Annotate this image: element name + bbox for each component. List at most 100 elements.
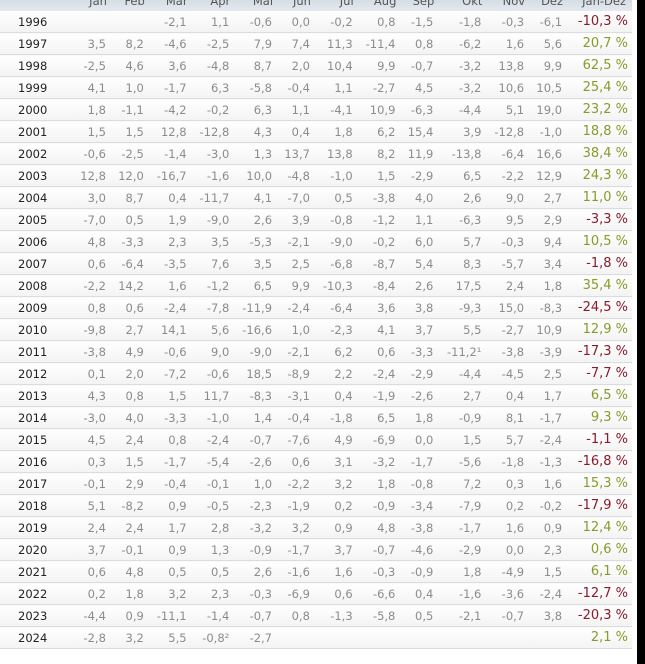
month-value-cell: 6,5 bbox=[440, 164, 489, 187]
month-value-cell: 0,6 bbox=[75, 560, 113, 583]
month-value-cell: -6,9 bbox=[359, 428, 403, 451]
month-value-cell: 7,2 bbox=[440, 472, 489, 495]
annual-total-cell: 24,3 % bbox=[569, 164, 632, 187]
month-value-cell: 12,8 bbox=[75, 164, 113, 187]
month-value-cell: 2,2 bbox=[316, 362, 360, 385]
month-value-cell: 3,8 bbox=[402, 296, 441, 319]
month-value-cell: 1,0 bbox=[112, 76, 151, 99]
month-value-cell: 1,1 bbox=[193, 11, 237, 33]
month-value-cell: 2,6 bbox=[402, 274, 441, 297]
year-cell: 2011 bbox=[0, 340, 75, 363]
month-value-cell: -2,4 bbox=[531, 582, 570, 605]
month-value-cell: 12,0 bbox=[112, 164, 151, 187]
month-value-cell: -8,3 bbox=[236, 384, 280, 407]
month-value-cell: -6,3 bbox=[402, 98, 441, 121]
month-value-cell: -10,3 bbox=[316, 274, 360, 297]
table-row: 2022 0,2 1,8 3,2 2,3 -0,3 -6,9 0,6 -6,6 0,4 -1,6 -3… bbox=[0, 582, 632, 605]
annual-total-cell: 23,2 % bbox=[569, 98, 632, 121]
month-value-cell: -6,3 bbox=[440, 208, 489, 231]
month-value-cell: 4,8 bbox=[75, 230, 113, 253]
month-value-cell: 1,8 bbox=[316, 120, 360, 143]
month-value-cell: 1,5 bbox=[75, 120, 113, 143]
month-value-cell: 3,0 bbox=[75, 186, 113, 209]
year-cell: 2012 bbox=[0, 362, 75, 385]
month-value-cell: 2,5 bbox=[531, 362, 570, 385]
month-value-cell: -2,1 bbox=[440, 604, 489, 627]
month-value-cell: -0,6 bbox=[236, 11, 280, 33]
month-value-cell bbox=[488, 626, 532, 649]
year-cell: 2020 bbox=[0, 538, 75, 561]
table-row: 2021 0,6 4,8 0,5 0,5 2,6 -1,6 1,6 -0,3 -0,9 1,8 -4,… bbox=[0, 560, 632, 583]
month-value-cell: -1,9 bbox=[279, 494, 317, 517]
month-value-cell: 2,4 bbox=[112, 428, 151, 451]
month-value-cell: -0,1 bbox=[112, 538, 151, 561]
month-value-cell: 10,9 bbox=[531, 318, 570, 341]
month-value-cell: -0,3 bbox=[359, 560, 403, 583]
month-value-cell: 0,3 bbox=[488, 472, 532, 495]
month-value-cell: -2,9 bbox=[402, 164, 441, 187]
month-value-cell: 6,2 bbox=[359, 120, 403, 143]
month-value-cell: -2,7 bbox=[359, 76, 403, 99]
month-value-cell: -0,6 bbox=[193, 362, 237, 385]
month-value-cell: 1,6 bbox=[316, 560, 360, 583]
month-value-cell: -3,8 bbox=[75, 340, 113, 363]
month-value-cell: -0,9 bbox=[236, 538, 280, 561]
month-value-cell: 0,5 bbox=[112, 208, 151, 231]
month-value-cell: 15,0 bbox=[488, 296, 532, 319]
annual-total-cell: -17,3 % bbox=[569, 340, 632, 363]
month-value-cell: 0,6 bbox=[279, 450, 317, 473]
month-value-cell: 4,1 bbox=[359, 318, 403, 341]
month-value-cell: 6,2 bbox=[316, 340, 360, 363]
year-cell: 2019 bbox=[0, 516, 75, 539]
column-header: Mai bbox=[236, 0, 280, 11]
annual-total-cell: 11,0 % bbox=[569, 186, 632, 209]
month-value-cell: 13,8 bbox=[316, 142, 360, 165]
month-value-cell: -16,7 bbox=[150, 164, 194, 187]
month-value-cell: 0,2 bbox=[75, 582, 113, 605]
month-value-cell: 5,7 bbox=[440, 230, 489, 253]
month-value-cell: 1,8 bbox=[75, 98, 113, 121]
month-value-cell: -3,8 bbox=[359, 186, 403, 209]
month-value-cell: -4,8 bbox=[193, 54, 237, 77]
month-value-cell: 9,5 bbox=[488, 208, 532, 231]
column-header: Dez bbox=[531, 0, 570, 11]
month-value-cell: 0,0 bbox=[279, 11, 317, 33]
month-value-cell: 2,8 bbox=[193, 516, 237, 539]
year-cell: 2000 bbox=[0, 98, 75, 121]
month-value-cell: -4,6 bbox=[150, 32, 194, 55]
table-row: 2002 -0,6 -2,5 -1,4 -3,0 1,3 13,7 13,8 8,2 11,9 -1… bbox=[0, 142, 632, 165]
month-value-cell: 4,9 bbox=[112, 340, 151, 363]
month-value-cell: -6,4 bbox=[316, 296, 360, 319]
month-value-cell bbox=[112, 11, 151, 33]
month-value-cell: 1,7 bbox=[531, 384, 570, 407]
month-value-cell: -3,0 bbox=[193, 142, 237, 165]
month-value-cell: -9,8 bbox=[75, 318, 113, 341]
month-value-cell: 0,9 bbox=[112, 604, 151, 627]
month-value-cell: 9,9 bbox=[359, 54, 403, 77]
month-value-cell: 0,4 bbox=[150, 186, 194, 209]
month-value-cell: -4,4 bbox=[75, 604, 113, 627]
month-value-cell: -7,9 bbox=[440, 494, 489, 517]
month-value-cell: 0,8 bbox=[402, 32, 441, 55]
month-value-cell: -11,4 bbox=[359, 32, 403, 55]
month-value-cell: -2,9 bbox=[440, 538, 489, 561]
month-value-cell: -11,9 bbox=[236, 296, 280, 319]
month-value-cell: -2,3 bbox=[316, 318, 360, 341]
month-value-cell: 0,8 bbox=[359, 11, 403, 33]
month-value-cell: -3,9 bbox=[531, 340, 570, 363]
column-header: Jan bbox=[75, 0, 113, 11]
month-value-cell: -8,7 bbox=[359, 252, 403, 275]
month-value-cell: 8,7 bbox=[112, 186, 151, 209]
annual-total-cell: 38,4 % bbox=[569, 142, 632, 165]
month-value-cell: 8,7 bbox=[236, 54, 280, 77]
month-value-cell: 1,3 bbox=[193, 538, 237, 561]
column-header: Okt bbox=[440, 0, 489, 11]
month-value-cell: -3,3 bbox=[402, 340, 441, 363]
month-value-cell: -0,6 bbox=[75, 142, 113, 165]
month-value-cell: -4,4 bbox=[440, 362, 489, 385]
month-value-cell: 5,5 bbox=[440, 318, 489, 341]
month-value-cell: -3,6 bbox=[488, 582, 532, 605]
month-value-cell: -3,3 bbox=[112, 230, 151, 253]
month-value-cell: -1,2 bbox=[359, 208, 403, 231]
month-value-cell: 3,2 bbox=[150, 582, 194, 605]
